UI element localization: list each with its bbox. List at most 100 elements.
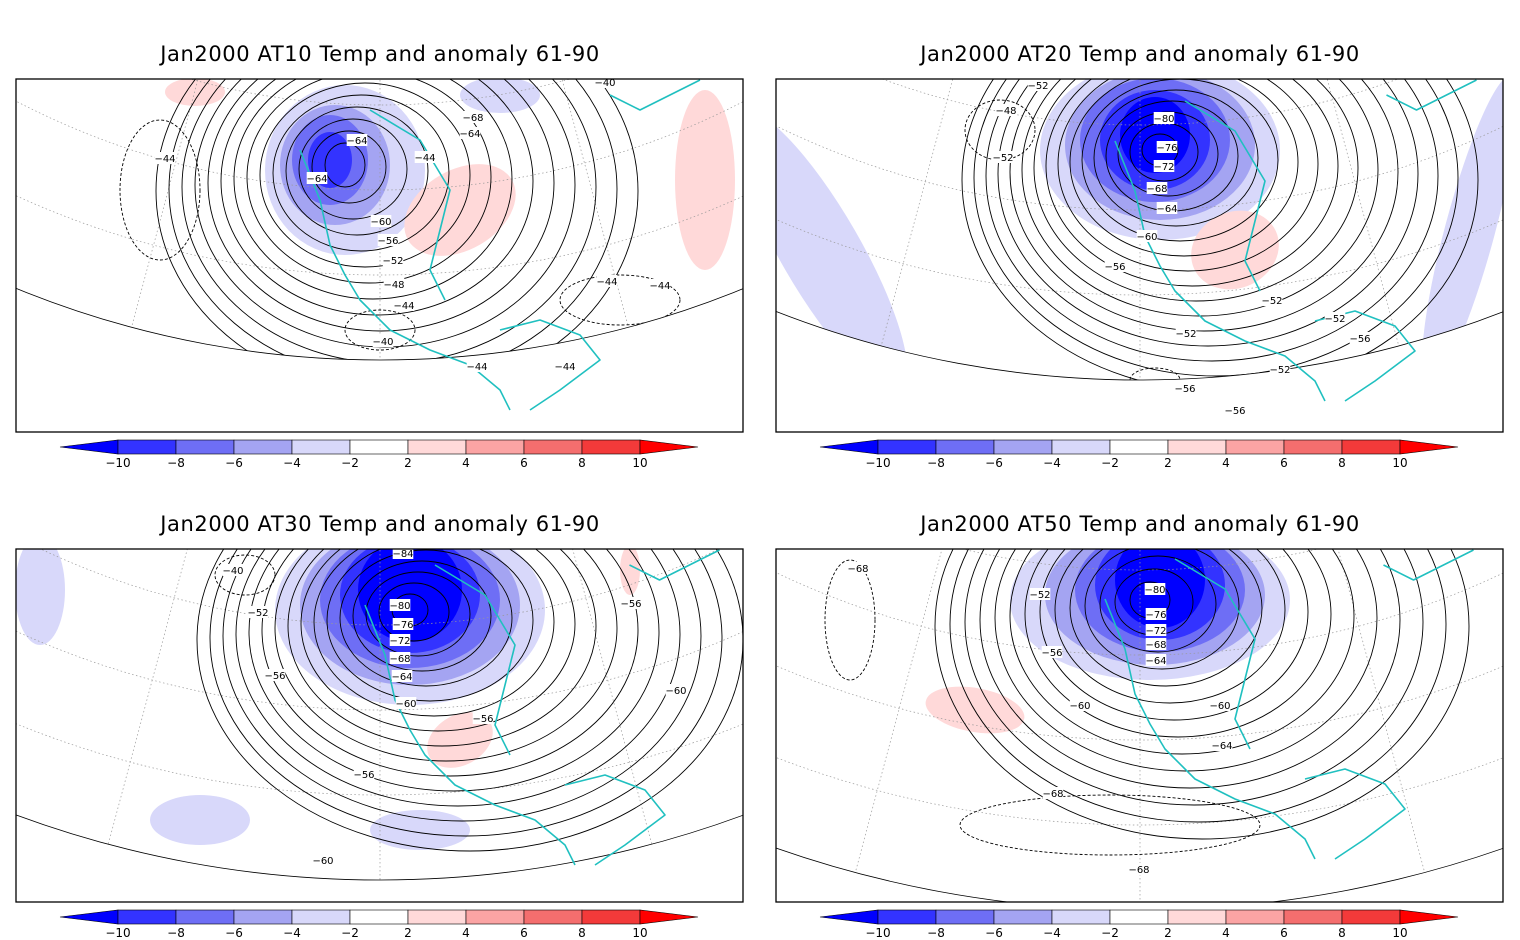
hemisphere — [776, 549, 1503, 902]
colorbar-segment — [1051, 439, 1111, 455]
contour-label: −72 — [389, 636, 410, 647]
meridian — [880, 79, 1141, 347]
contour-label-bg — [306, 172, 328, 184]
colorbar-segment — [117, 909, 177, 925]
colorbar-tick-label: 6 — [1280, 456, 1288, 470]
contour-line — [1009, 79, 1399, 332]
contour-label-bg — [1146, 182, 1168, 194]
contour-lines — [961, 79, 1479, 380]
colorbar-segment — [523, 439, 583, 455]
graticule — [776, 549, 1503, 902]
colorbar-segment — [993, 909, 1053, 925]
contour-label: −40 — [372, 337, 393, 348]
panel-title: Jan2000 AT30 Temp and anomaly 61-90 — [160, 512, 600, 536]
anomaly-shade — [404, 164, 516, 256]
colorbar-tick-label: −10 — [865, 456, 890, 470]
contour-label-bg — [1029, 588, 1051, 600]
colorbar-tick-label: 6 — [1280, 926, 1288, 940]
colorbar-arrow-left — [59, 439, 119, 455]
latitude-circle — [776, 79, 1503, 296]
colorbar-segment — [1341, 909, 1401, 925]
contour-label-bg — [389, 599, 411, 611]
contour-line — [248, 549, 660, 792]
contour-line — [1039, 549, 1309, 721]
coastline — [1314, 310, 1416, 402]
anomaly-shade — [165, 79, 225, 106]
contour-line — [272, 94, 450, 252]
contour-label-bg — [620, 597, 642, 609]
coastline — [1184, 100, 1266, 292]
colorbar-segment — [465, 439, 525, 455]
contour-label: −64 — [1145, 656, 1166, 667]
contour-label: −56 — [377, 236, 398, 247]
contour-label-bg — [1042, 787, 1064, 799]
contour-line-dashed — [559, 274, 681, 326]
meridian — [776, 79, 1141, 88]
colorbar-tick-label: 10 — [632, 456, 647, 470]
map-area: −52−48−52−80−76−72−68−64−60−56−52−52−56−… — [776, 79, 1503, 417]
contour-label-bg — [392, 549, 414, 559]
colorbar-tick-label: −6 — [225, 456, 243, 470]
colorbar-arrow-right — [1399, 909, 1459, 925]
contour-label-bg — [649, 279, 671, 291]
anomaly-shade — [16, 549, 65, 645]
colorbar-tick-label: 8 — [578, 926, 586, 940]
contour-label: −52 — [382, 256, 403, 267]
anomaly-shade — [370, 810, 470, 850]
contour-lines — [196, 549, 743, 852]
contour-line — [979, 549, 1401, 789]
panel-title: Jan2000 AT10 Temp and anomaly 61-90 — [160, 42, 600, 66]
contour-line — [985, 79, 1439, 362]
contour-line — [274, 549, 618, 762]
contour-label-bg — [1069, 699, 1091, 711]
contour-label-bg — [1349, 332, 1371, 344]
hemisphere — [776, 79, 1503, 380]
colorbar-tick-label: −10 — [105, 926, 130, 940]
colorbar-segment — [175, 909, 235, 925]
contour-line — [324, 142, 366, 188]
map-at20: −52−48−52−80−76−72−68−64−60−56−52−52−56−… — [775, 78, 1504, 470]
colorbar-tick-label: −4 — [283, 456, 301, 470]
contour-label: −56 — [353, 770, 374, 781]
map-at30: −84−40−52−80−76−72−68−64−56−60−56−56−60−… — [15, 548, 744, 940]
contour-label-bg — [154, 152, 176, 164]
map-area: −84 −40 −52 −80 −76 −72 −68 −64 −56 −60 −56 −56 −60 −… — [16, 549, 743, 881]
panel-at30: Jan2000 AT30 Temp and anomaly 61-90 −84−… — [0, 470, 760, 940]
contour-label: −68 — [1145, 640, 1166, 651]
contour-label: −56 — [1104, 262, 1125, 273]
colorbar-segment — [877, 439, 937, 455]
contour-line — [285, 106, 429, 236]
coastline — [1114, 140, 1326, 402]
contour-line — [1069, 79, 1299, 257]
contour-label: −44 — [596, 277, 617, 288]
contour-label: −68 — [389, 654, 410, 665]
colorbar-tick-label: 6 — [520, 926, 528, 940]
contour-label-bg — [1153, 112, 1175, 124]
contour-label: −56 — [1041, 648, 1062, 659]
contour-label: −52 — [1324, 314, 1345, 325]
coastline — [369, 109, 451, 301]
colorbar-tick-label: −2 — [1101, 456, 1119, 470]
contour-line — [311, 130, 387, 204]
contour-line — [1033, 79, 1359, 302]
coastline — [629, 549, 720, 581]
contour-label-bg — [353, 768, 375, 780]
contour-label: −52 — [1027, 81, 1048, 92]
map-at10: −40−44−64−64−68−64−44−60−56−52−48−44−40−… — [15, 78, 744, 470]
colorbar: −10 −8 −6 −4 −2 2 4 6 8 10 — [819, 439, 1459, 470]
contour-line — [207, 79, 555, 332]
map-frame — [15, 78, 744, 433]
contour-label: −60 — [370, 217, 391, 228]
colorbar-tick-label: 2 — [404, 456, 412, 470]
contour-label-bg — [459, 127, 481, 139]
colorbar-tick-label: 4 — [462, 456, 470, 470]
contour-label: −68 — [462, 113, 483, 124]
contour-label: −56 — [620, 599, 641, 610]
coastlines — [299, 79, 701, 411]
hemisphere-edge — [16, 814, 743, 881]
contour-line — [1057, 79, 1319, 272]
colorbar: −10 −8 −6 −4 −2 2 4 6 8 10 — [819, 909, 1459, 940]
contour-label-bg — [389, 652, 411, 664]
meridian — [1139, 79, 1400, 347]
contour-label-bg — [1261, 294, 1283, 306]
